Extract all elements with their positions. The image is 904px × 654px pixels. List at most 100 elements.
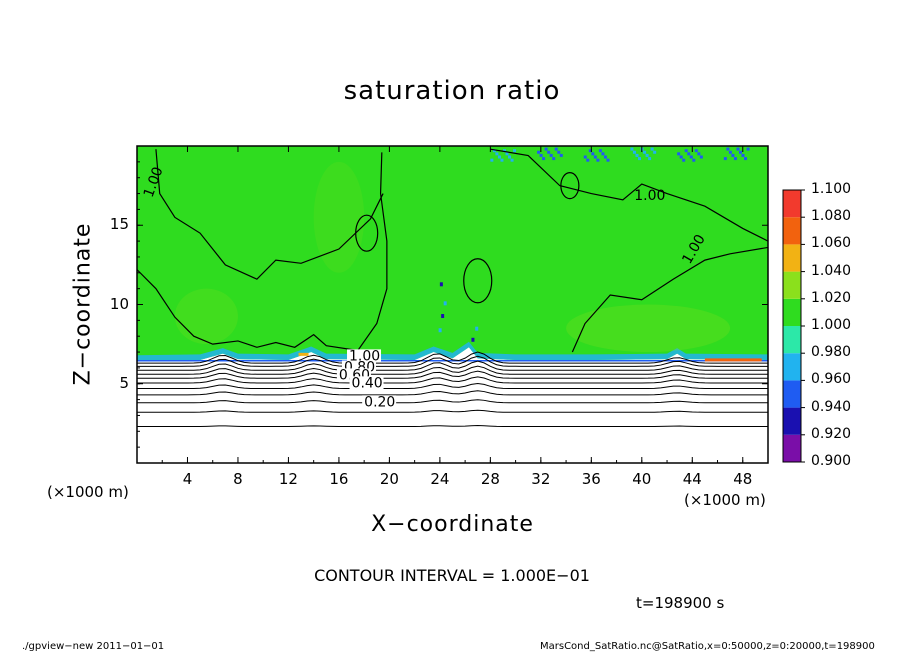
top-speck-55 <box>559 153 563 157</box>
contour-line-0 <box>137 351 768 364</box>
contour-field-label-1: 1.00 <box>634 188 665 204</box>
top-speck-44 <box>601 152 605 156</box>
top-speck-40 <box>692 158 696 162</box>
contour-line-5 <box>137 376 768 384</box>
plume-speck-3 <box>471 337 475 342</box>
contour-line-10 <box>137 425 768 428</box>
colorbar-segment-7 <box>783 244 801 272</box>
top-speck-50 <box>603 155 607 159</box>
top-speck-43 <box>554 147 558 151</box>
colorbar-segment-2 <box>783 380 801 408</box>
top-speck-4 <box>677 152 681 156</box>
top-speck-57 <box>653 150 657 154</box>
top-speck-3 <box>630 147 634 151</box>
contour-1-00-left <box>136 152 388 352</box>
top-speck-10 <box>679 155 683 159</box>
contour-label-0: 1.00 <box>349 348 380 364</box>
colorbar-label: 0.900 <box>811 453 852 469</box>
colorbar-label: 0.940 <box>811 398 852 415</box>
top-speck-56 <box>606 158 610 162</box>
top-speck-47 <box>741 153 745 157</box>
contour-line-1 <box>137 355 768 367</box>
top-speck-5 <box>723 157 727 161</box>
top-speck-53 <box>744 157 748 161</box>
colorbar-segment-5 <box>783 298 801 326</box>
colorbar-label: 1.060 <box>811 235 852 252</box>
top-speck-46 <box>694 149 698 153</box>
top-speck-37 <box>552 157 556 161</box>
contour-label-bg-4 <box>362 395 397 409</box>
plume-speck-0 <box>438 328 442 333</box>
top-speck-58 <box>699 155 703 159</box>
x-tick-label: 36 <box>581 470 601 488</box>
top-speck-42 <box>508 155 512 159</box>
colorbar-label: 1.080 <box>811 208 852 225</box>
contour-label-3: 0.40 <box>352 375 383 391</box>
top-speck-0 <box>490 158 494 162</box>
contour-1-00-right-top <box>490 148 769 242</box>
footer-program: ./gpview−new 2011−01−01 <box>22 641 165 652</box>
x-tick-label: 4 <box>182 470 193 488</box>
top-speck-20 <box>591 152 595 156</box>
top-speck-35 <box>736 147 740 151</box>
plume-speck-5 <box>439 282 443 287</box>
top-speck-49 <box>557 150 561 154</box>
x-unit-right: (×1000 m) <box>684 491 766 509</box>
top-speck-26 <box>593 155 597 159</box>
top-speck-25 <box>547 150 551 154</box>
supersaturated-patch-0 <box>174 288 238 345</box>
contour-label-4: 0.20 <box>364 394 395 410</box>
supersaturated-patch-1 <box>566 304 731 353</box>
colorbar-label: 0.960 <box>811 371 852 388</box>
contour-closed-3 <box>560 172 580 200</box>
chart-title: saturation ratio <box>343 76 561 106</box>
x-tick-label: 28 <box>480 470 500 488</box>
top-speck-31 <box>549 153 553 157</box>
contour-line-2 <box>137 360 768 371</box>
x-tick-label: 32 <box>531 470 551 488</box>
top-speck-9 <box>632 150 636 154</box>
top-speck-6 <box>492 149 496 153</box>
footer-source: MarsCond_SatRatio.nc@SatRatio,x=0:50000,… <box>540 641 875 652</box>
top-speck-29 <box>733 157 737 161</box>
x-tick-label: 16 <box>329 470 349 488</box>
x-tick-label: 20 <box>379 470 399 488</box>
y-tick-label: 5 <box>119 373 129 392</box>
top-speck-15 <box>635 153 639 157</box>
top-speck-2 <box>583 155 587 159</box>
top-speck-30 <box>502 149 506 153</box>
contour-line-3 <box>137 365 768 375</box>
top-speck-34 <box>689 155 693 159</box>
colorbar-label: 1.100 <box>811 181 852 197</box>
top-speck-12 <box>495 152 499 156</box>
top-speck-21 <box>638 157 642 161</box>
contour-1-00-upper <box>155 149 384 280</box>
top-speck-19 <box>544 147 548 151</box>
x-tick-label: 44 <box>682 470 702 488</box>
time-label: t=198900 s <box>636 594 725 612</box>
top-speck-52 <box>697 152 701 156</box>
top-speck-18 <box>497 155 501 159</box>
x-axis-label: X−coordinate <box>371 512 534 537</box>
top-speck-14 <box>588 149 592 153</box>
contour-1-00-right-mid <box>571 246 769 353</box>
saturation-fill <box>137 146 768 361</box>
contour-line-7 <box>137 390 768 396</box>
top-speck-28 <box>687 152 691 156</box>
top-speck-39 <box>645 153 649 157</box>
contour-line-8 <box>137 399 768 404</box>
top-speck-54 <box>513 149 517 153</box>
colorbar-segment-3 <box>783 353 801 381</box>
colorbar-label: 1.000 <box>811 317 852 333</box>
top-speck-32 <box>596 158 600 162</box>
top-speck-8 <box>586 158 590 162</box>
top-speck-7 <box>539 153 543 157</box>
colorbar-segment-9 <box>783 190 801 218</box>
x-unit-left: (×1000 m) <box>47 483 129 501</box>
colorbar-label: 1.020 <box>811 289 852 306</box>
colorbar-segment-4 <box>783 326 801 354</box>
contour-closed-2 <box>463 258 493 304</box>
x-tick-label: 40 <box>632 470 652 488</box>
top-speck-33 <box>643 150 647 154</box>
